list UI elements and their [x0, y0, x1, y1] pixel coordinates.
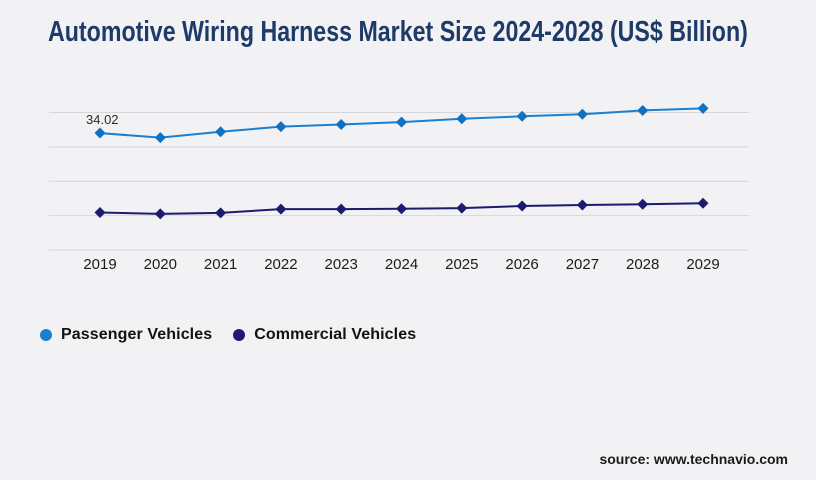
x-axis-label-2028: 2028: [626, 256, 659, 273]
marker-passenger-vehicles-2025: [456, 113, 468, 125]
passenger-vehicles-marker-icon: [40, 329, 52, 341]
chart-title: Automotive Wiring Harness Market Size 20…: [48, 12, 816, 49]
marker-passenger-vehicles-2023: [335, 119, 347, 131]
line-chart: 2019 2020 2021 2022 2023 2024 2025 2026 2027 2028…: [0, 85, 816, 285]
source-note: source: www.technavio.com: [599, 451, 788, 467]
commercial-vehicles-marker-icon: [233, 329, 246, 341]
x-axis-label-2026: 2026: [505, 256, 538, 273]
marker-passenger-vehicles-2028: [637, 104, 649, 116]
marker-commercial-vehicles-2019: [94, 207, 106, 219]
marker-commercial-vehicles-2027: [576, 199, 588, 211]
marker-commercial-vehicles-2029: [697, 197, 709, 209]
x-axis-label-2024: 2024: [385, 256, 418, 273]
marker-commercial-vehicles-2025: [456, 202, 468, 214]
marker-passenger-vehicles-2020: [154, 132, 166, 144]
marker-passenger-vehicles-2019: [94, 127, 106, 139]
x-axis-label-2027: 2027: [566, 256, 599, 273]
x-axis-label-2025: 2025: [445, 256, 478, 273]
marker-commercial-vehicles-2024: [396, 203, 407, 215]
marker-commercial-vehicles-2028: [637, 198, 649, 210]
x-axis-label-2022: 2022: [264, 256, 297, 273]
x-axis-label-2020: 2020: [144, 256, 177, 273]
marker-passenger-vehicles-2024: [396, 116, 407, 128]
marker-passenger-vehicles-2022: [275, 121, 287, 133]
x-axis-label-2019: 2019: [83, 256, 116, 273]
legend-item-passenger-vehicles: Passenger Vehicles: [40, 326, 212, 344]
marker-commercial-vehicles-2021: [215, 207, 227, 219]
marker-commercial-vehicles-2020: [154, 208, 166, 220]
marker-passenger-vehicles-2029: [697, 102, 709, 114]
marker-passenger-vehicles-2021: [215, 126, 227, 138]
legend-label-passenger-vehicles: Passenger Vehicles: [61, 326, 213, 343]
legend-item-commercial-vehicles: Commercial Vehicles: [233, 326, 416, 344]
x-axis-label-2029: 2029: [686, 256, 719, 273]
chart-canvas: 2019 2020 2021 2022 2023 2024 2025 2026 2027 2028…: [49, 102, 749, 273]
legend-label-commercial-vehicles: Commercial Vehicles: [254, 326, 417, 343]
marker-commercial-vehicles-2026: [516, 200, 528, 212]
x-axis-label-2023: 2023: [325, 256, 358, 273]
marker-passenger-vehicles-2027: [576, 108, 588, 120]
marker-commercial-vehicles-2023: [335, 203, 347, 215]
chart-legend: Passenger Vehicles Commercial Vehicles: [40, 326, 416, 344]
chart-title-text: Automotive Wiring Harness Market Size 20…: [48, 16, 748, 48]
marker-passenger-vehicles-2026: [516, 110, 528, 122]
marker-commercial-vehicles-2022: [275, 203, 287, 215]
point-data-label-passenger-vehicles-2019: 34.02: [86, 112, 119, 127]
x-axis-label-2021: 2021: [204, 256, 237, 273]
